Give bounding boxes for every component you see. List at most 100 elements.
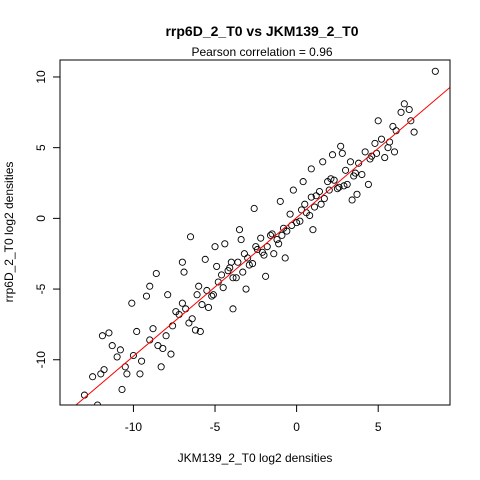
data-point <box>377 135 386 143</box>
data-point <box>390 148 399 156</box>
data-point <box>280 224 288 232</box>
data-point <box>286 210 294 218</box>
data-point <box>159 344 167 352</box>
data-point <box>355 159 363 167</box>
data-point <box>333 185 341 193</box>
data-point <box>364 180 372 188</box>
x-tick-label: 0 <box>293 420 300 434</box>
data-point <box>273 236 281 244</box>
x-axis: -10 -5 0 5 <box>125 404 382 434</box>
data-point <box>315 187 324 196</box>
data-point <box>217 271 226 279</box>
data-point <box>213 262 221 270</box>
y-tick-label: 5 <box>34 144 48 151</box>
y-axis: -10 -5 0 5 10 <box>34 70 61 369</box>
data-point <box>152 269 160 278</box>
data-point <box>335 183 343 191</box>
data-point <box>330 176 338 184</box>
data-point <box>311 203 319 211</box>
data-point <box>320 195 328 203</box>
data-point <box>186 233 195 241</box>
data-point <box>136 370 144 378</box>
data-point <box>397 108 405 116</box>
y-tick-label: -10 <box>34 351 48 369</box>
data-point <box>338 149 346 157</box>
data-point <box>346 158 355 166</box>
data-point <box>248 260 257 268</box>
data-point <box>245 261 253 269</box>
data-point <box>235 226 244 234</box>
data-point <box>317 200 325 208</box>
data-point <box>100 366 108 374</box>
data-point <box>219 284 227 292</box>
data-point <box>196 327 204 336</box>
data-point <box>142 292 151 300</box>
data-point <box>275 240 283 248</box>
data-point <box>208 292 216 300</box>
data-point <box>296 217 304 225</box>
data-point <box>353 190 361 198</box>
data-point <box>118 385 126 394</box>
data-point <box>239 268 247 276</box>
data-point <box>180 268 188 276</box>
data-point <box>113 353 121 361</box>
data-point <box>178 258 186 266</box>
data-point <box>431 67 439 75</box>
data-point <box>266 231 275 239</box>
data-point <box>167 350 175 358</box>
data-point <box>204 303 213 311</box>
fit-line <box>75 87 450 405</box>
data-point <box>325 186 333 194</box>
data-point <box>361 148 369 156</box>
data-point <box>278 231 286 239</box>
data-point <box>89 373 97 381</box>
data-point <box>157 363 165 371</box>
data-point <box>185 319 193 327</box>
data-point <box>172 308 180 316</box>
data-point <box>312 192 320 200</box>
data-point <box>301 200 309 208</box>
data-point <box>191 326 199 334</box>
data-point <box>307 193 315 201</box>
data-point <box>257 234 265 242</box>
data-point <box>240 250 248 258</box>
chart-title: rrp6D_2_T0 vs JKM139_2_T0 <box>165 23 358 39</box>
data-point <box>263 243 271 251</box>
data-point <box>149 325 157 333</box>
y-tick-label: 0 <box>34 215 48 222</box>
data-point <box>98 332 106 340</box>
data-point <box>116 346 124 354</box>
data-point <box>242 285 250 293</box>
y-tick-label: -5 <box>34 283 48 294</box>
data-point <box>129 351 137 360</box>
data-point <box>105 329 113 337</box>
x-tick-label: -10 <box>125 420 143 434</box>
data-point <box>324 178 332 186</box>
data-point <box>343 180 351 188</box>
data-point <box>195 282 203 290</box>
data-point <box>227 258 235 266</box>
fit-line-group <box>75 87 450 405</box>
y-tick-label: 10 <box>34 70 48 84</box>
data-point <box>178 299 186 307</box>
data-point <box>351 169 359 177</box>
data-point <box>237 236 245 244</box>
data-point <box>268 230 276 238</box>
data-point <box>270 250 278 258</box>
data-point <box>260 251 268 259</box>
data-point <box>108 342 116 350</box>
data-point <box>306 211 314 220</box>
data-point <box>252 243 260 251</box>
data-point <box>309 226 317 234</box>
plot-frame <box>59 59 451 406</box>
x-tick-label: -5 <box>210 420 221 434</box>
data-point <box>211 243 219 251</box>
data-point <box>198 301 206 309</box>
data-point <box>407 117 415 125</box>
data-point <box>229 274 237 282</box>
data-point <box>146 282 154 290</box>
data-point <box>348 196 356 204</box>
data-point <box>342 166 350 174</box>
data-point <box>188 315 196 323</box>
